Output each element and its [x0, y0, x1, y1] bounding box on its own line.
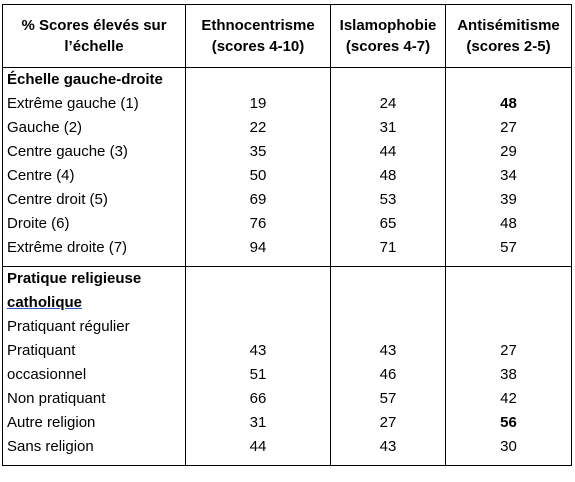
text-line: Islamophobie: [339, 17, 437, 34]
text-line: Ethnocentrisme: [201, 17, 315, 34]
data-row: Gauche (2) 22 31 27: [2, 116, 572, 140]
row-label: Autre religion: [2, 411, 186, 435]
value-cell: 44: [185, 435, 331, 466]
data-row: Sans religion 44 43 30: [2, 435, 572, 466]
row-label: Droite (6): [2, 212, 186, 236]
row-label: Extrême droite (7): [2, 236, 186, 267]
data-row: Pratiquant 43 43 27: [2, 339, 572, 363]
text-line: (scores 4-7): [345, 38, 431, 55]
value-cell: 94: [185, 236, 331, 267]
value-cell: [185, 315, 331, 339]
text-line: (scores 2-5): [466, 38, 551, 55]
row-label: Non pratiquant: [2, 387, 186, 411]
value-cell: 43: [330, 435, 446, 466]
value-cell: 51: [185, 363, 331, 387]
empty-cell: [330, 67, 446, 92]
value-cell: 56: [445, 411, 572, 435]
value-cell: 24: [330, 92, 446, 116]
data-row: occasionnel 51 46 38: [2, 363, 572, 387]
header-cell: Islamophobie (scores 4-7): [330, 4, 446, 68]
empty-cell: [445, 266, 572, 315]
data-row: Centre (4) 50 48 34: [2, 164, 572, 188]
text-line: Pratique religieuse: [7, 270, 142, 287]
value-cell: 76: [185, 212, 331, 236]
row-label: Pratiquant régulier: [2, 315, 186, 339]
value-cell: [330, 315, 446, 339]
row-label: Gauche (2): [2, 116, 186, 140]
results-table: % Scores élevés sur l’échelle Ethnocentris…: [2, 4, 572, 466]
row-label: Extrême gauche (1): [2, 92, 186, 116]
value-cell: 43: [185, 339, 331, 363]
row-label: Pratiquant: [2, 339, 186, 363]
header-cell: Ethnocentrisme (scores 4-10): [185, 4, 331, 68]
value-cell: 31: [185, 411, 331, 435]
value-cell: 48: [445, 212, 572, 236]
text-line: l’échelle: [64, 38, 124, 55]
value-cell: 48: [445, 92, 572, 116]
header-row: % Scores élevés sur l’échelle Ethnocentris…: [2, 4, 572, 68]
value-cell: 43: [330, 339, 446, 363]
data-row: Extrême droite (7) 94 71 57: [2, 236, 572, 267]
data-row: Pratiquant régulier: [2, 315, 572, 339]
value-cell: 27: [445, 339, 572, 363]
value-cell: 42: [445, 387, 572, 411]
value-cell: 69: [185, 188, 331, 212]
empty-cell: [445, 67, 572, 92]
value-cell: 19: [185, 92, 331, 116]
text-line: catholique: [7, 294, 83, 311]
section-title-row: Échelle gauche-droite: [2, 67, 572, 92]
value-cell: 57: [330, 387, 446, 411]
data-row: Droite (6) 76 65 48: [2, 212, 572, 236]
data-row: Extrême gauche (1) 19 24 48: [2, 92, 572, 116]
value-cell: 27: [330, 411, 446, 435]
header-cell: % Scores élevés sur l’échelle: [2, 4, 186, 68]
header-cell: Antisémitisme (scores 2-5): [445, 4, 572, 68]
row-label: Centre gauche (3): [2, 140, 186, 164]
section-title: Échelle gauche-droite: [2, 67, 186, 92]
row-label: Centre (4): [2, 164, 186, 188]
value-cell: 39: [445, 188, 572, 212]
value-cell: 44: [330, 140, 446, 164]
value-cell: 53: [330, 188, 446, 212]
table-body: % Scores élevés sur l’échelle Ethnocentris…: [2, 4, 572, 466]
data-row: Non pratiquant 66 57 42: [2, 387, 572, 411]
data-row: Centre gauche (3) 35 44 29: [2, 140, 572, 164]
empty-cell: [330, 266, 446, 315]
value-cell: 22: [185, 116, 331, 140]
text-line: % Scores élevés sur: [21, 17, 167, 34]
row-label: Sans religion: [2, 435, 186, 466]
text-line: Antisémitisme: [457, 17, 560, 34]
value-cell: 38: [445, 363, 572, 387]
empty-cell: [185, 266, 331, 315]
section-title-row: Pratique religieuse catholique: [2, 266, 572, 315]
value-cell: 57: [445, 236, 572, 267]
empty-cell: [185, 67, 331, 92]
section-title: Pratique religieuse catholique: [2, 266, 186, 315]
data-row: Autre religion 31 27 56: [2, 411, 572, 435]
value-cell: 71: [330, 236, 446, 267]
value-cell: 46: [330, 363, 446, 387]
data-row: Centre droit (5) 69 53 39: [2, 188, 572, 212]
value-cell: 30: [445, 435, 572, 466]
value-cell: 50: [185, 164, 331, 188]
text-line: (scores 4-10): [211, 38, 305, 55]
row-label: occasionnel: [2, 363, 186, 387]
value-cell: 35: [185, 140, 331, 164]
value-cell: 66: [185, 387, 331, 411]
row-label: Centre droit (5): [2, 188, 186, 212]
value-cell: 65: [330, 212, 446, 236]
value-cell: 48: [330, 164, 446, 188]
value-cell: [445, 315, 572, 339]
text-line: Échelle gauche-droite: [7, 71, 163, 88]
value-cell: 31: [330, 116, 446, 140]
value-cell: 34: [445, 164, 572, 188]
value-cell: 27: [445, 116, 572, 140]
value-cell: 29: [445, 140, 572, 164]
